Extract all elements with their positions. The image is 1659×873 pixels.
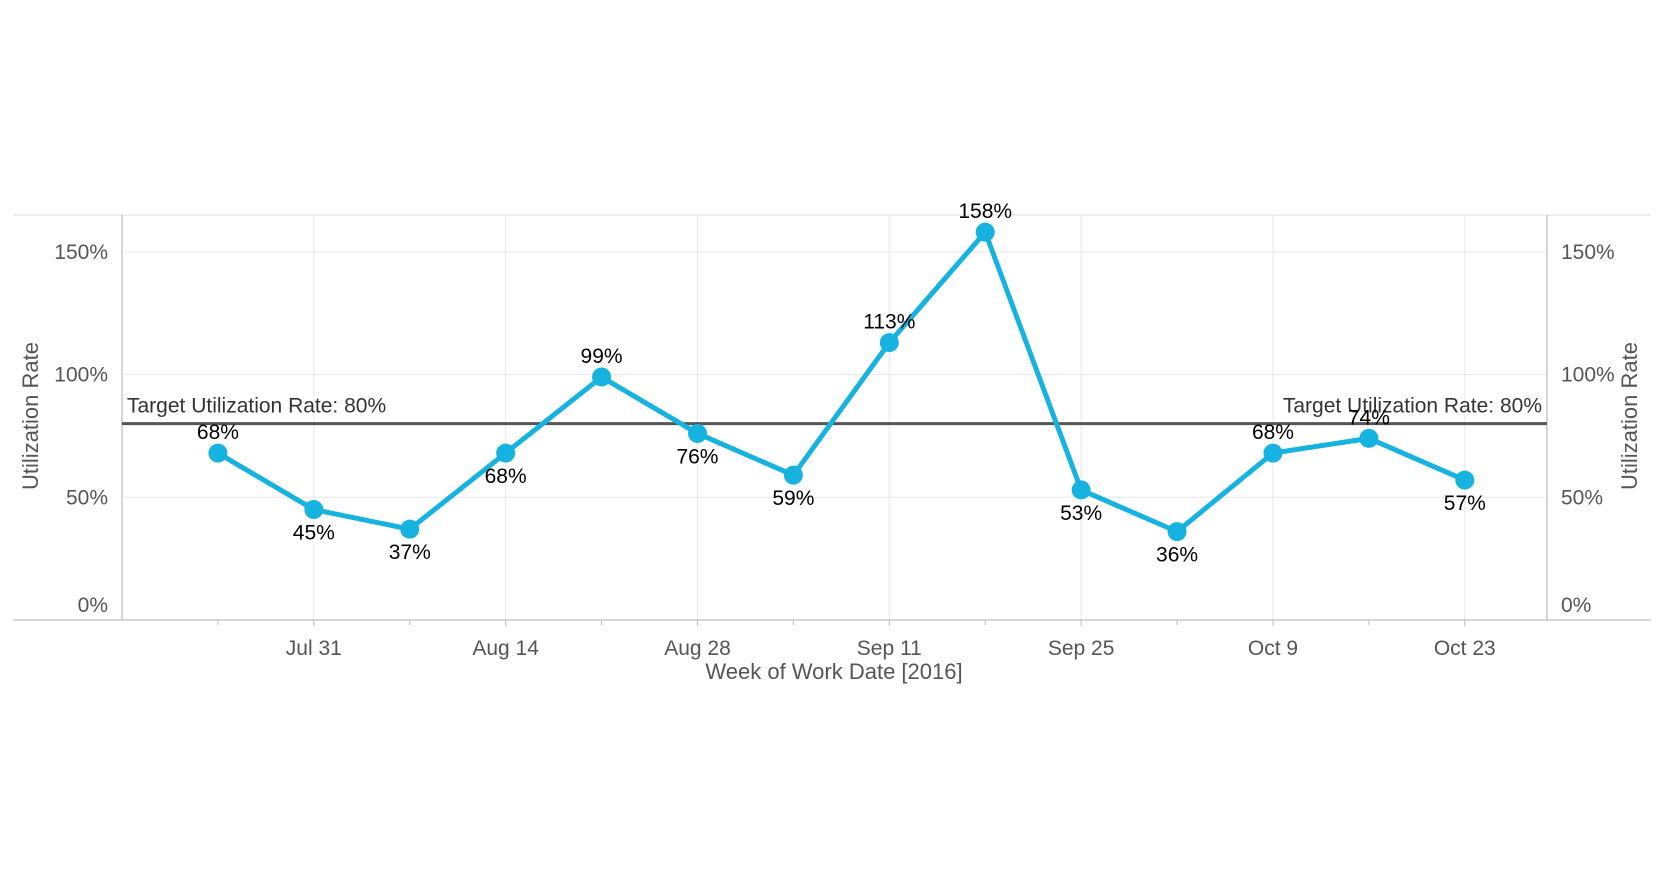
- series-line: [215, 229, 1468, 535]
- x-tick-label: Aug 28: [664, 637, 731, 660]
- y-tick-label-left: 50%: [66, 486, 108, 509]
- data-point: [1167, 522, 1187, 542]
- y-axis-title-right: Utilization Rate: [1617, 342, 1642, 490]
- target-reference-label-left: Target Utilization Rate: 80%: [127, 395, 386, 418]
- data-point: [496, 443, 516, 463]
- y-tick-label-right: 0%: [1561, 594, 1591, 617]
- axes: 0% 0% 50% 50% 100% 100% 150% 150% Jul 31 Aug 14 Au…: [54, 241, 1614, 660]
- data-label: 57%: [1444, 492, 1486, 515]
- y-tick-label-left: 100%: [54, 364, 108, 387]
- y-tick-label-right: 100%: [1561, 364, 1615, 387]
- grid: [122, 215, 1547, 620]
- data-label: 158%: [958, 200, 1012, 223]
- data-point: [400, 519, 420, 539]
- data-label: 74%: [1348, 406, 1390, 429]
- data-label: 68%: [1252, 421, 1294, 444]
- data-label: 59%: [772, 487, 814, 510]
- series-group: [208, 222, 1475, 542]
- data-label: 76%: [676, 445, 718, 468]
- y-tick-label-left: 0%: [78, 594, 108, 617]
- data-point: [592, 367, 612, 387]
- x-tick-label: Aug 14: [472, 637, 539, 660]
- data-label: 113%: [863, 311, 915, 334]
- data-point: [783, 465, 803, 485]
- x-tick-label: Oct 9: [1248, 637, 1298, 660]
- data-point: [879, 333, 899, 353]
- reference-line-group: Target Utilization Rate: 80% Target Utili…: [122, 395, 1547, 426]
- data-label: 36%: [1156, 544, 1198, 567]
- data-label: 68%: [197, 421, 239, 444]
- data-label: 68%: [485, 465, 527, 488]
- y-tick-label-right: 50%: [1561, 486, 1603, 509]
- data-point: [1455, 470, 1475, 490]
- data-point: [208, 443, 228, 463]
- x-tick-label: Jul 31: [286, 637, 342, 660]
- data-point: [975, 222, 995, 242]
- data-label: 37%: [389, 541, 431, 564]
- data-label: 99%: [581, 345, 623, 368]
- target-reference-label-right: Target Utilization Rate: 80%: [1283, 395, 1542, 418]
- data-point: [687, 423, 707, 443]
- data-point: [1359, 428, 1379, 448]
- x-tick-label: Sep 25: [1048, 637, 1115, 660]
- x-tick-label: Sep 11: [857, 637, 922, 660]
- data-label: 53%: [1060, 502, 1102, 525]
- data-point: [1071, 480, 1091, 500]
- x-tick-label: Oct 23: [1434, 637, 1496, 660]
- y-axis-title-left: Utilization Rate: [18, 342, 43, 490]
- y-tick-label-left: 150%: [54, 241, 108, 264]
- data-labels: 68% 45% 37% 68% 99% 76% 59% 113% 158% 53% 36% 68% 74…: [197, 200, 1486, 566]
- x-axis-title: Week of Work Date [2016]: [705, 659, 962, 684]
- plot-frame: [13, 214, 1651, 621]
- y-tick-label-right: 150%: [1561, 241, 1615, 264]
- data-point: [304, 500, 324, 520]
- data-label: 45%: [293, 522, 335, 545]
- data-point: [1263, 443, 1283, 463]
